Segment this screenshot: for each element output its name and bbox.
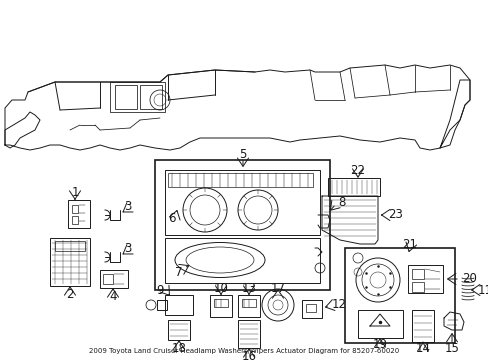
Text: 14: 14 [415,342,429,355]
Bar [209,295,231,317]
Text: 21: 21 [402,238,417,252]
Bar [411,310,433,342]
Text: 3: 3 [124,199,131,212]
Text: 17: 17 [270,282,285,294]
Bar [168,173,312,187]
Text: 23: 23 [387,208,402,221]
Text: 7: 7 [175,266,182,279]
Text: 2: 2 [66,288,74,301]
Bar [72,205,78,213]
Bar [168,320,190,340]
Bar [238,295,260,317]
Bar [305,304,315,312]
Text: 1: 1 [71,186,79,199]
Bar [164,238,319,283]
Text: 10: 10 [213,282,228,294]
Bar [115,85,137,109]
Bar [72,216,78,224]
Bar [164,295,193,315]
Bar [50,238,90,286]
Text: 19: 19 [372,338,386,351]
Text: 12: 12 [331,298,346,311]
Bar [345,248,454,343]
Text: 11: 11 [477,284,488,297]
Bar [103,274,113,284]
Bar [68,200,90,228]
Text: 4: 4 [109,289,117,302]
Text: 5: 5 [239,148,246,162]
Bar [140,85,162,109]
Bar [55,241,85,251]
Bar [357,310,402,338]
Text: 13: 13 [241,282,256,294]
Bar [407,265,442,293]
Bar [411,269,423,279]
Bar [238,320,260,348]
Text: 2009 Toyota Land Cruiser Headlamp Washers/Wipers Actuator Diagram for 85207-6002: 2009 Toyota Land Cruiser Headlamp Washer… [89,348,398,354]
Text: 6: 6 [168,211,175,225]
Text: 18: 18 [171,342,186,355]
Bar [155,160,329,290]
Text: 3: 3 [124,242,131,255]
Bar [411,282,423,292]
Text: 20: 20 [461,271,476,284]
Bar [214,299,227,307]
Text: 16: 16 [241,350,256,360]
Text: 22: 22 [350,163,365,176]
Text: 9: 9 [156,284,163,297]
Text: 8: 8 [337,195,345,208]
Bar [242,299,256,307]
Bar [110,82,164,112]
Bar [157,300,167,310]
Bar [302,300,321,318]
Bar [164,170,319,235]
Text: 15: 15 [444,342,459,355]
Bar [327,178,379,196]
Bar [100,270,128,288]
